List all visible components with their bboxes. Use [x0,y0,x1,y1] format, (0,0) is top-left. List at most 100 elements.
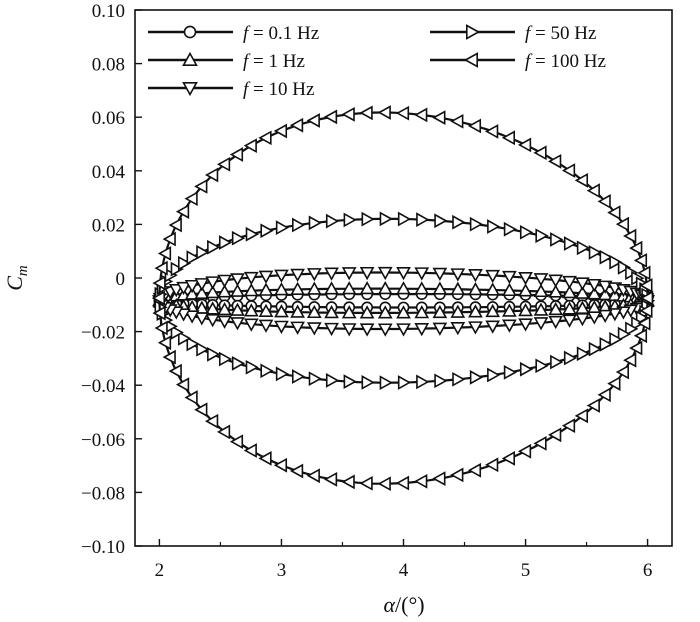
series-point-1 [502,282,517,297]
series-point-4 [168,217,182,233]
series-point-4 [243,138,257,154]
series-point-2 [243,318,259,332]
legend-label-rest: = 10 Hz [248,79,314,100]
y-axis-title: Cm [2,265,31,291]
series-point-2 [217,315,232,329]
series-point-4 [359,105,373,121]
ticks-layer: 2 3 4 5 6 0.10 0.08 0.06 0.04 0.02 0 −0.02 −0.04 −0.0… [81,1,652,581]
series-point-4 [229,147,244,162]
series-point-3 [519,224,534,240]
series-point-3 [218,235,233,250]
series-point-3 [550,354,564,370]
series-point-3 [576,346,591,362]
legend-label-0: f = 0.1 Hz [243,23,319,44]
series-point-2 [230,317,245,331]
legend-label-rest: = 0.1 Hz [248,23,319,44]
series-point-3 [343,374,357,389]
legend-marker-0 [183,25,197,39]
series-point-3 [576,240,591,256]
series-point-2 [176,308,191,322]
series-point-1 [258,282,274,296]
series-point-4 [395,475,410,491]
series-point-4 [154,260,168,276]
series-point-4 [597,387,611,403]
series-point-2 [562,314,577,328]
series-point-2 [414,267,430,281]
legend-label-3: f = 50 Hz [525,23,596,44]
series-point-3 [550,232,564,247]
legend-label-prefix: f [525,23,533,44]
series-point-3 [177,255,192,271]
series-point-4 [323,471,338,487]
legend-label-rest: = 1 Hz [248,51,305,72]
series-point-3 [503,364,518,380]
series-point-2 [485,320,501,334]
series-point-4 [501,451,516,466]
series-point-4 [548,427,562,443]
y-tick-label-10: −0.10 [81,537,125,558]
legend-label-prefix: f [243,79,251,100]
series-4 [151,105,654,492]
series-point-2 [184,310,200,324]
y-tick-label-6: −0.02 [81,323,125,344]
series-point-4 [501,130,516,146]
series-point-4 [205,413,219,429]
series-point-1 [341,281,357,295]
series-point-2 [502,319,517,333]
series-point-3 [207,346,221,362]
series-point-2 [450,322,466,336]
series-point-2 [184,279,200,294]
series-point-4 [629,240,643,256]
series-point-1 [562,301,577,315]
series-point-4 [623,228,637,244]
series-point-2 [485,269,501,284]
series-point-2 [432,322,448,336]
series-point-3 [196,341,210,357]
series-point-2 [586,311,602,325]
series-point-4 [517,137,532,153]
series-point-3 [434,213,448,229]
series-point-1 [414,305,430,319]
series-point-4 [574,172,589,188]
series-point-4 [216,424,231,440]
series-point-3 [631,316,645,331]
series-point-2 [290,321,305,335]
series-point-3 [231,230,246,246]
series-point-3 [186,336,200,352]
x-tick-label-4: 6 [643,560,653,581]
series-point-4 [175,204,190,219]
series-point-3 [308,215,322,231]
series-point-2 [377,266,393,281]
series-point-4 [258,451,272,466]
series-point-1 [502,303,517,317]
legend-marker-4 [463,52,479,68]
series-point-4 [637,265,651,281]
series-point-4 [243,443,257,458]
series-point-2 [432,267,448,281]
series-point-4 [633,253,648,268]
series-point-1 [243,303,259,317]
legend-label-prefix: f [243,51,251,72]
series-point-4 [597,194,611,209]
series-point-3 [599,249,613,265]
series-point-2 [194,278,210,292]
series-point-3 [487,367,501,383]
series-point-1 [414,281,430,295]
series-point-4 [485,457,499,473]
series-point-4 [586,398,600,413]
series-point-3 [275,366,290,382]
series-point-2 [586,278,602,293]
series-point-3 [245,226,259,242]
series-point-2 [597,280,613,294]
series-point-2 [258,270,274,284]
series-point-2 [396,323,411,337]
series-point-3 [503,221,518,237]
series-point-1 [548,284,564,298]
series-point-4 [359,475,373,491]
series-point-1 [274,304,289,318]
series-point-4 [432,110,446,125]
series-point-4 [517,443,532,459]
series-point-4 [574,408,589,424]
series-point-1 [230,302,245,316]
